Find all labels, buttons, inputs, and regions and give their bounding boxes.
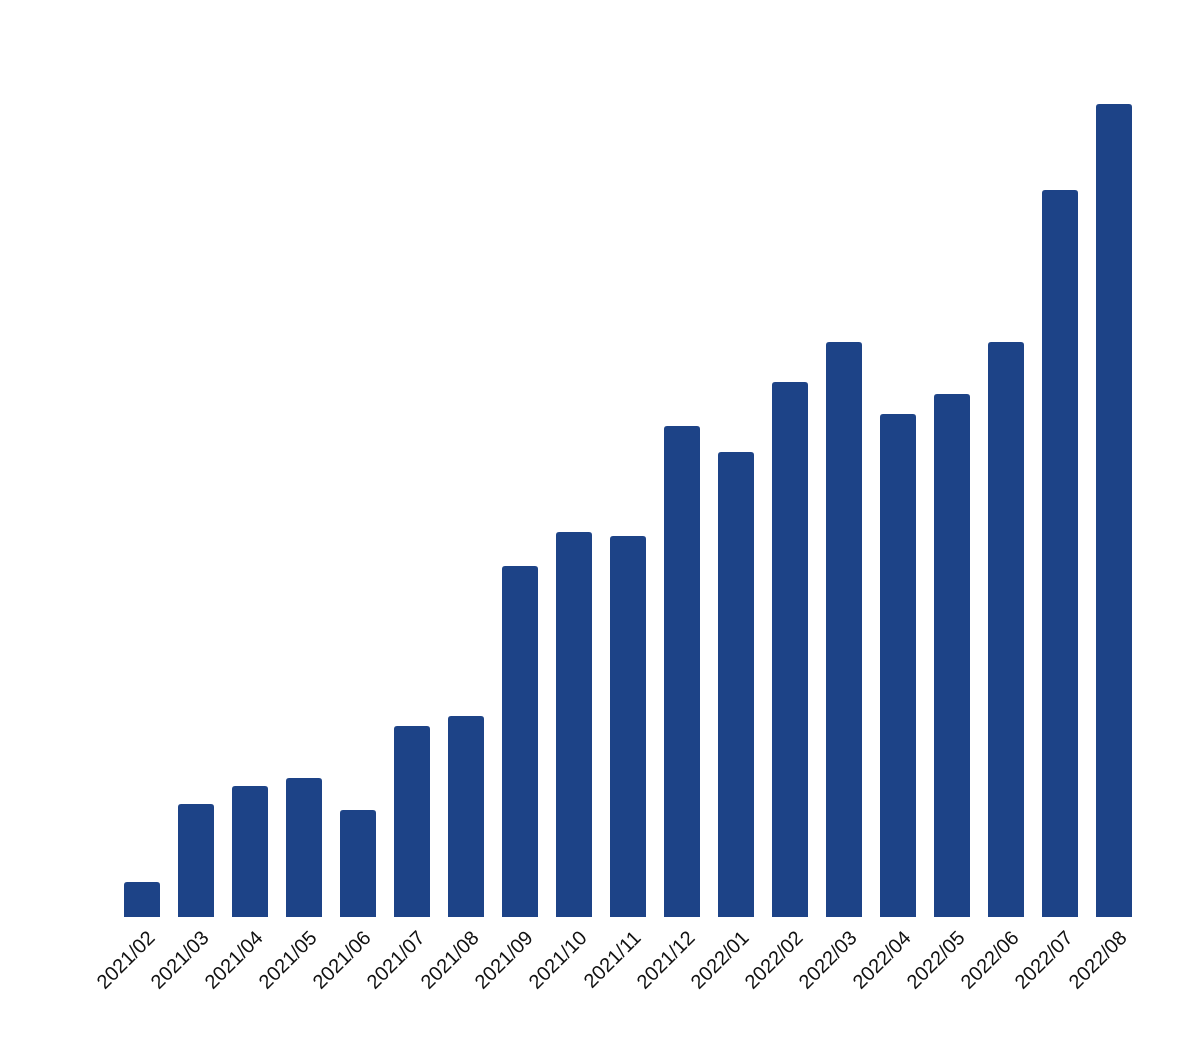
x-tick-label: 2021/05 bbox=[255, 927, 322, 994]
bar bbox=[286, 778, 322, 917]
x-tick-label: 2022/05 bbox=[903, 927, 970, 994]
x-tick-label: 2022/01 bbox=[687, 927, 754, 994]
x-tick-label: 2021/04 bbox=[201, 927, 268, 994]
bar bbox=[826, 342, 862, 917]
bar bbox=[718, 452, 754, 917]
bar bbox=[232, 786, 268, 917]
bar bbox=[502, 566, 538, 917]
x-tick-label: 2022/07 bbox=[1011, 927, 1078, 994]
x-tick-label: 2021/09 bbox=[471, 927, 538, 994]
x-tick-label: 2022/04 bbox=[849, 927, 916, 994]
x-tick-label: 2022/02 bbox=[741, 927, 808, 994]
x-tick-label: 2022/03 bbox=[795, 927, 862, 994]
bar bbox=[880, 414, 916, 917]
bar bbox=[934, 394, 970, 917]
bar bbox=[124, 882, 160, 917]
x-tick-label: 2021/08 bbox=[417, 927, 484, 994]
bar bbox=[178, 804, 214, 917]
x-tick-label: 2021/12 bbox=[633, 927, 700, 994]
bar bbox=[664, 426, 700, 917]
bar bbox=[448, 716, 484, 917]
x-tick-label: 2021/11 bbox=[580, 927, 646, 993]
x-tick-label: 2021/06 bbox=[309, 927, 376, 994]
bar bbox=[1042, 190, 1078, 917]
bar bbox=[610, 536, 646, 917]
bar bbox=[394, 726, 430, 917]
bar bbox=[340, 810, 376, 917]
x-tick-label: 2021/10 bbox=[525, 927, 592, 994]
bar bbox=[988, 342, 1024, 917]
x-tick-label: 2021/02 bbox=[93, 927, 160, 994]
bar bbox=[1096, 104, 1132, 917]
x-tick-label: 2021/07 bbox=[363, 927, 430, 994]
bar bbox=[772, 382, 808, 917]
x-tick-label: 2022/06 bbox=[957, 927, 1024, 994]
x-tick-label: 2021/03 bbox=[147, 927, 214, 994]
bar bbox=[556, 532, 592, 917]
x-tick-label: 2022/08 bbox=[1065, 927, 1132, 994]
